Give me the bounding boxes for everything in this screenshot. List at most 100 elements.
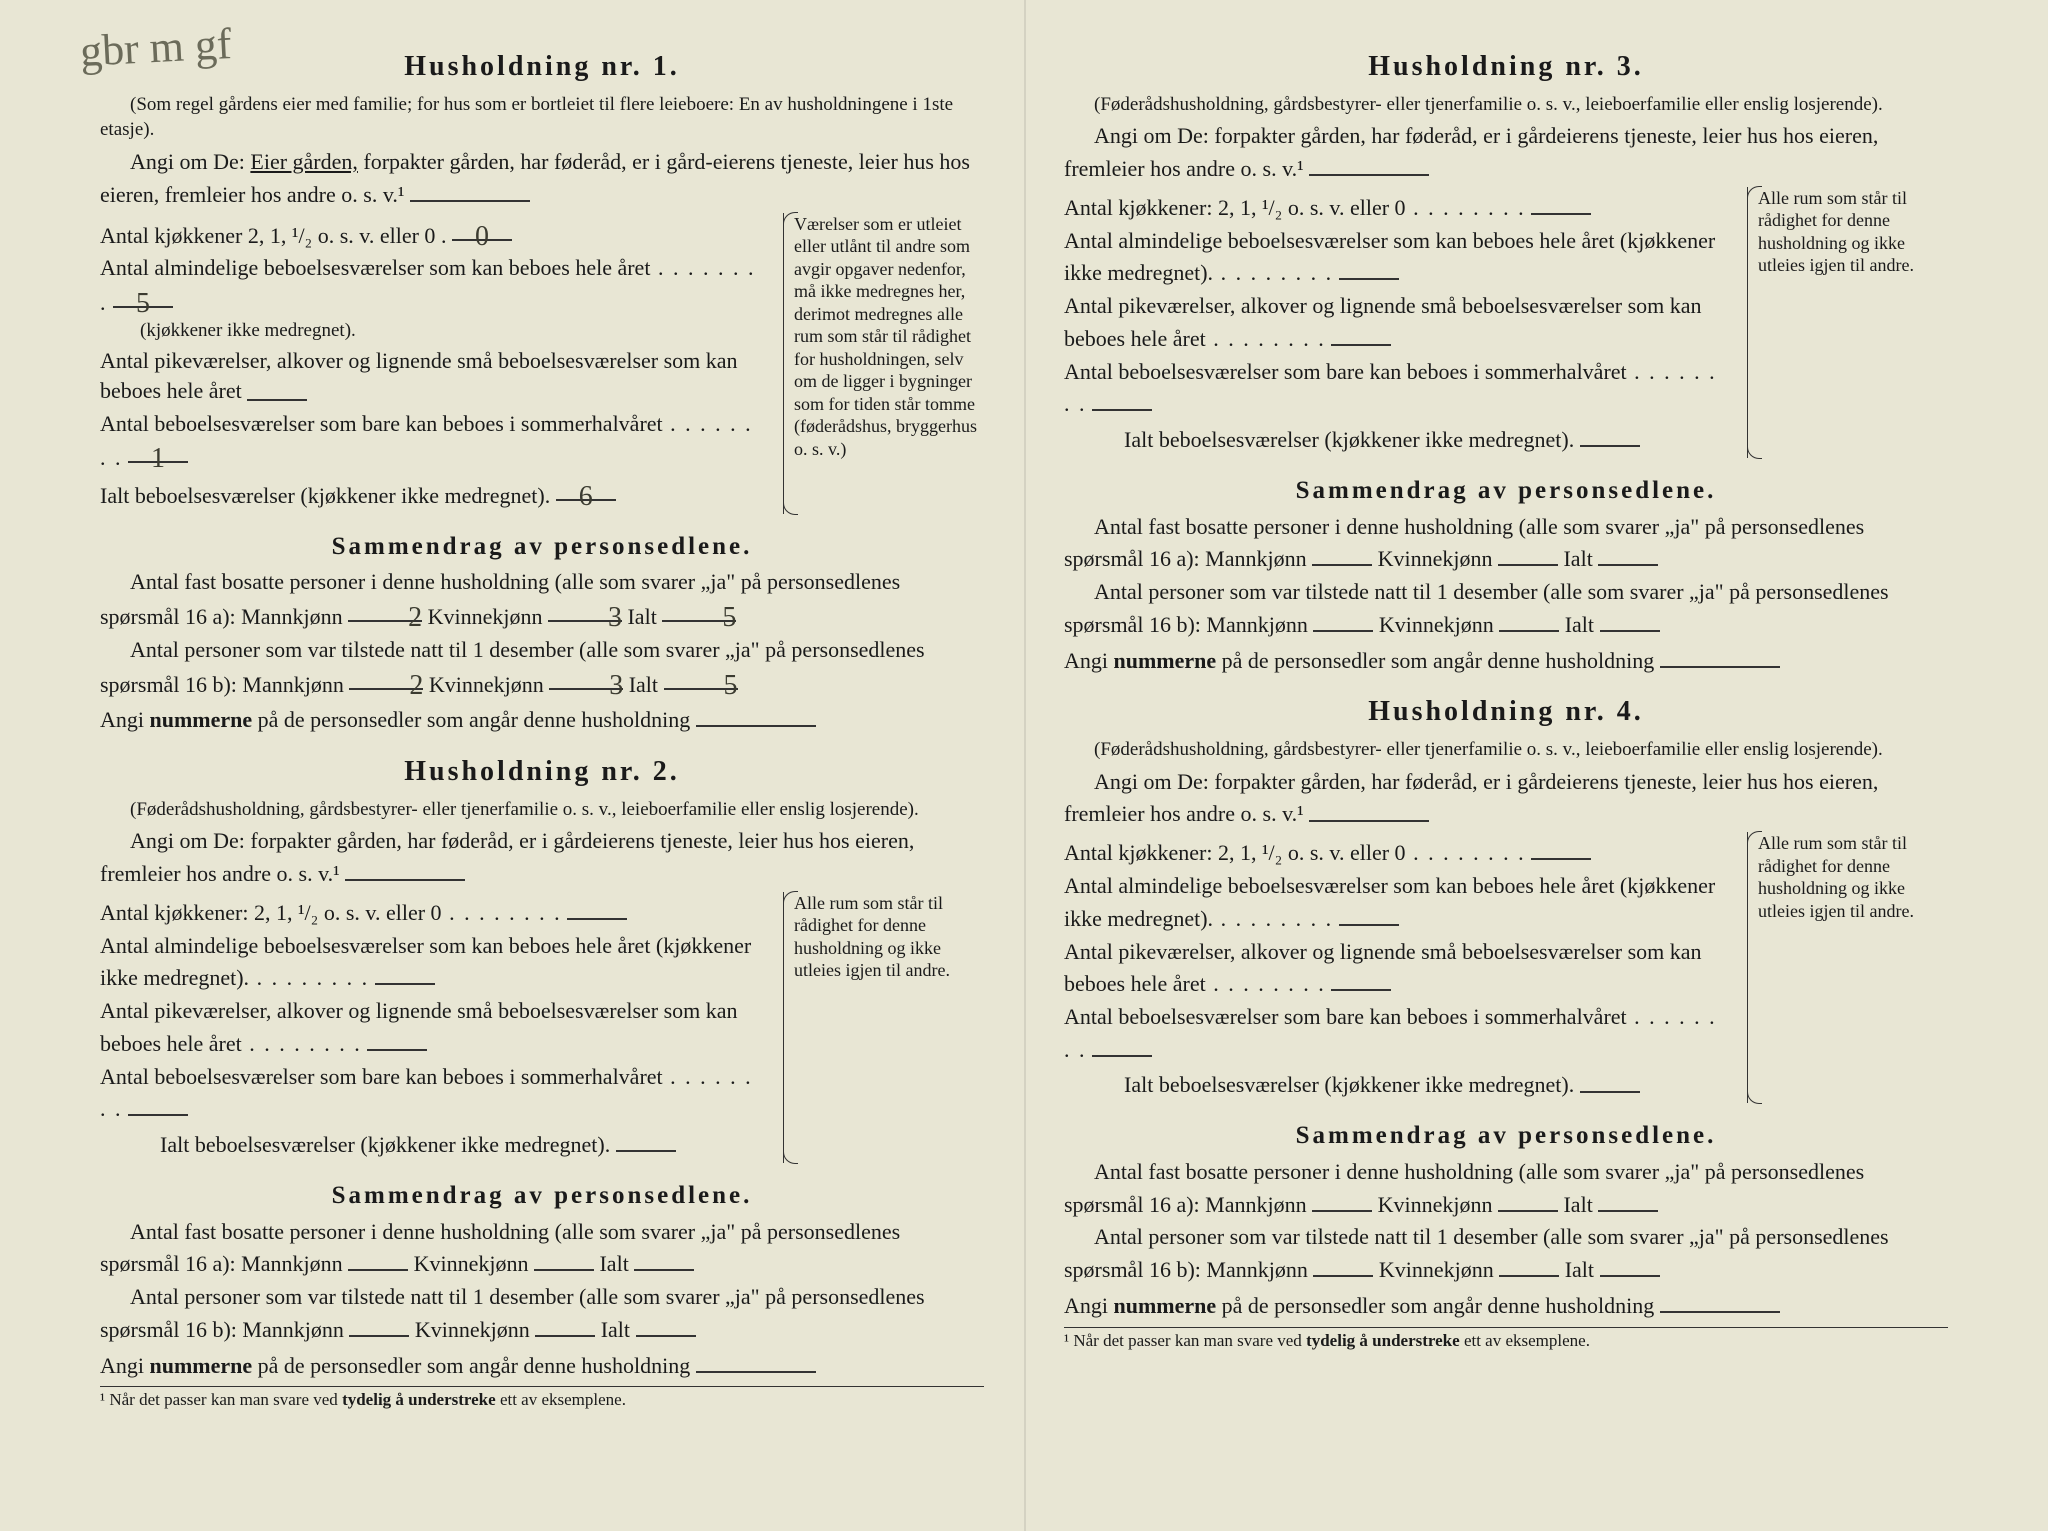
- sommer-value[interactable]: 1: [128, 438, 188, 463]
- nummer-fill[interactable]: [696, 1348, 816, 1373]
- pike-value[interactable]: [1331, 321, 1391, 346]
- pike-row: Antal pikeværelser, alkover og lignende …: [1064, 291, 1731, 353]
- angi-pre: Angi om De:: [130, 149, 250, 174]
- angi-fill[interactable]: [1309, 796, 1429, 821]
- ialt-row: Ialt beboelsesværelser (kjøkkener ikke m…: [100, 476, 767, 511]
- tilstede-ialt[interactable]: 5: [664, 665, 738, 690]
- household-4-title: Husholdning nr. 4.: [1064, 693, 1948, 731]
- tilstede-ialt[interactable]: [1600, 1252, 1660, 1277]
- rooms-row: Antal almindelige beboelsesværelser som …: [100, 931, 767, 993]
- sommer-label: Antal beboelsesværelser som bare kan beb…: [100, 411, 663, 436]
- sommer-value[interactable]: [128, 1091, 188, 1116]
- fast-k[interactable]: [534, 1246, 594, 1271]
- tilstede-ialt-label: Ialt: [1565, 612, 1594, 637]
- household-3-aside: Alle rum som står til rådighet for denne…: [1747, 187, 1948, 458]
- household-3-title: Husholdning nr. 3.: [1064, 48, 1948, 86]
- kitchens-value[interactable]: [1531, 835, 1591, 860]
- fast-ialt[interactable]: [1598, 541, 1658, 566]
- ialt-value[interactable]: [1580, 1067, 1640, 1092]
- tilstede-k[interactable]: 3: [549, 665, 623, 690]
- angi-fill[interactable]: [410, 177, 530, 202]
- sommer-label: Antal beboelsesværelser som bare kan beb…: [1064, 359, 1627, 384]
- rooms-value[interactable]: [1339, 901, 1399, 926]
- ialt-value[interactable]: [616, 1127, 676, 1152]
- rooms-value[interactable]: [1339, 255, 1399, 280]
- tilstede-k-label: Kvinnekjønn: [415, 1317, 530, 1342]
- ialt-label: Ialt beboelsesværelser (kjøkkener ikke m…: [160, 1132, 610, 1157]
- tilstede-m[interactable]: [349, 1312, 409, 1337]
- rooms-label: Antal almindelige beboelsesværelser som …: [100, 255, 650, 280]
- sommer-label: Antal beboelsesværelser som bare kan beb…: [1064, 1004, 1627, 1029]
- tilstede-k[interactable]: [1499, 607, 1559, 632]
- household-4-rooms-block: Antal kjøkkener: 2, 1, ¹/₂ o. s. v. elle…: [1064, 832, 1948, 1103]
- fast-k[interactable]: [1498, 541, 1558, 566]
- rooms-value[interactable]: [375, 960, 435, 985]
- household-1-fast: Antal fast bosatte personer i denne hush…: [100, 567, 984, 631]
- tilstede-k[interactable]: [1499, 1252, 1559, 1277]
- angi-fill[interactable]: [345, 856, 465, 881]
- sommer-row: Antal beboelsesværelser som bare kan beb…: [1064, 1002, 1731, 1064]
- right-column: Husholdning nr. 3. (Føderådshusholdning,…: [1024, 30, 1988, 1491]
- household-2-nummer: Angi nummerne på de personsedler som ang…: [100, 1348, 984, 1381]
- fast-ialt[interactable]: 5: [662, 597, 736, 622]
- tilstede-ialt[interactable]: [636, 1312, 696, 1337]
- household-4-subtitle: (Føderådshusholdning, gårdsbestyrer- ell…: [1064, 737, 1948, 763]
- fast-m[interactable]: [348, 1246, 408, 1271]
- rooms-main: Antal kjøkkener 2, 1, ¹/₂ o. s. v. eller…: [100, 213, 767, 514]
- pike-value[interactable]: [367, 1026, 427, 1051]
- fast-ialt-label: Ialt: [1563, 1192, 1592, 1217]
- nummer-fill[interactable]: [1660, 1288, 1780, 1313]
- tilstede-k[interactable]: [535, 1312, 595, 1337]
- ialt-label: Ialt beboelsesværelser (kjøkkener ikke m…: [1124, 427, 1574, 452]
- sommer-value[interactable]: [1092, 386, 1152, 411]
- angi-fill[interactable]: [1309, 151, 1429, 176]
- tilstede-k-label: Kvinnekjønn: [429, 672, 544, 697]
- rooms-main: Antal kjøkkener: 2, 1, ¹/₂ o. s. v. elle…: [100, 892, 767, 1163]
- household-1-aside: Værelser som er utleiet eller utlånt til…: [783, 213, 984, 514]
- tilstede-m[interactable]: 2: [349, 665, 423, 690]
- fast-m[interactable]: [1312, 541, 1372, 566]
- ialt-value[interactable]: [1580, 422, 1640, 447]
- fast-ialt[interactable]: [634, 1246, 694, 1271]
- pike-value[interactable]: [247, 376, 307, 401]
- nummer-label: Angi nummerne på de personsedler som ang…: [100, 1353, 690, 1378]
- fast-k[interactable]: 3: [548, 597, 622, 622]
- fast-m[interactable]: 2: [348, 597, 422, 622]
- kitchens-row: Antal kjøkkener: 2, 1, ¹/₂ o. s. v. elle…: [100, 895, 767, 928]
- fast-k[interactable]: [1498, 1187, 1558, 1212]
- pike-value[interactable]: [1331, 966, 1391, 991]
- fast-m[interactable]: [1312, 1187, 1372, 1212]
- sommer-value[interactable]: [1092, 1032, 1152, 1057]
- sommer-row: Antal beboelsesværelser som bare kan beb…: [1064, 357, 1731, 419]
- handwritten-annotation: gbr m gf: [79, 18, 233, 77]
- nummer-fill[interactable]: [696, 702, 816, 727]
- kitchens-value[interactable]: [1531, 190, 1591, 215]
- ialt-value[interactable]: 6: [556, 476, 616, 501]
- tilstede-ialt[interactable]: [1600, 607, 1660, 632]
- tilstede-k-label: Kvinnekjønn: [1379, 1257, 1494, 1282]
- nummer-fill[interactable]: [1660, 643, 1780, 668]
- angi-text: Angi om De: forpakter gården, har føderå…: [100, 828, 914, 886]
- sommer-row: Antal beboelsesværelser som bare kan beb…: [100, 1062, 767, 1124]
- household-2-angi: Angi om De: forpakter gården, har føderå…: [100, 826, 984, 888]
- kitchens-label: Antal kjøkkener: 2, 1, ¹/₂ o. s. v. elle…: [1064, 840, 1406, 865]
- angi-underlined: Eier gården,: [250, 149, 358, 174]
- left-column: Husholdning nr. 1. (Som regel gårdens ei…: [60, 30, 1024, 1491]
- ialt-label: Ialt beboelsesværelser (kjøkkener ikke m…: [1124, 1073, 1574, 1098]
- tilstede-m[interactable]: [1313, 1252, 1373, 1277]
- rooms-value[interactable]: 5: [113, 283, 173, 308]
- household-2-rooms-block: Antal kjøkkener: 2, 1, ¹/₂ o. s. v. elle…: [100, 892, 984, 1163]
- household-2-tilstede: Antal personer som var tilstede natt til…: [100, 1282, 984, 1344]
- kitchens-value[interactable]: [567, 895, 627, 920]
- household-3-rooms-block: Antal kjøkkener: 2, 1, ¹/₂ o. s. v. elle…: [1064, 187, 1948, 458]
- tilstede-m[interactable]: [1313, 607, 1373, 632]
- kitchens-label: Antal kjøkkener: 2, 1, ¹/₂ o. s. v. elle…: [1064, 195, 1406, 220]
- sommer-label: Antal beboelsesværelser som bare kan beb…: [100, 1064, 663, 1089]
- kitchens-value[interactable]: 0: [452, 216, 512, 241]
- household-4-aside: Alle rum som står til rådighet for denne…: [1747, 832, 1948, 1103]
- nummer-label: Angi nummerne på de personsedler som ang…: [1064, 1293, 1654, 1318]
- household-4-nummer: Angi nummerne på de personsedler som ang…: [1064, 1288, 1948, 1321]
- fast-ialt-label: Ialt: [599, 1251, 628, 1276]
- fast-ialt[interactable]: [1598, 1187, 1658, 1212]
- household-3-fast: Antal fast bosatte personer i denne hush…: [1064, 512, 1948, 574]
